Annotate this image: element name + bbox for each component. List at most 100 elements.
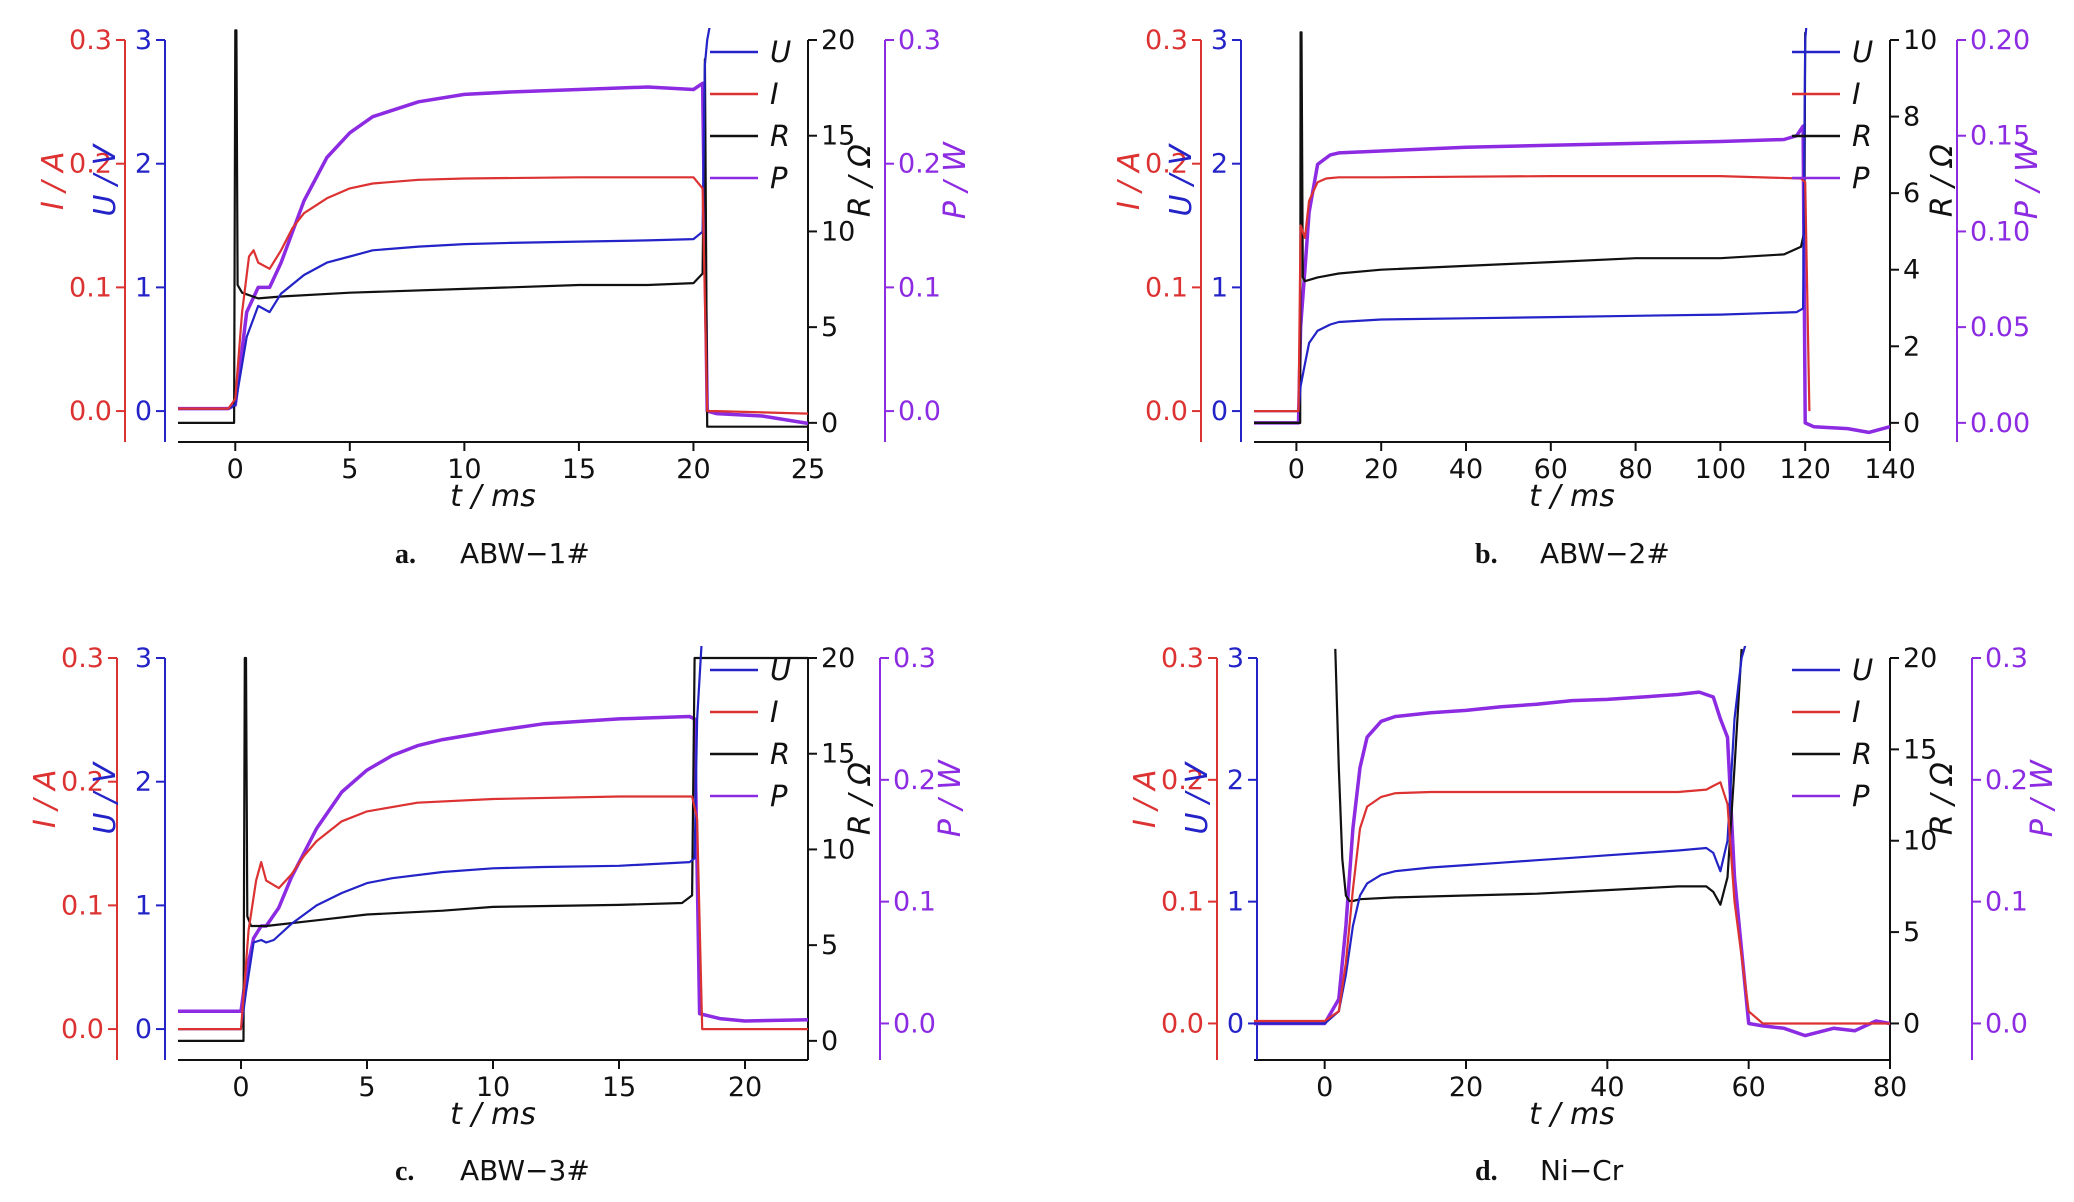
p-tick-label: 0.15	[1970, 121, 2030, 152]
r-axis-label: R / Ω	[843, 144, 878, 217]
legend-label-i: I	[1852, 695, 1861, 729]
u-tick-label: 1	[135, 890, 152, 921]
legend-label-i: I	[770, 695, 779, 729]
r-tick-label: 4	[1903, 255, 1920, 286]
p-tick-label: 0.20	[1970, 25, 2030, 56]
i-axis: 0.0 0.1 0.2 0.3 I / A	[1128, 643, 1218, 1060]
series-line-u	[178, 28, 711, 410]
u-tick-label: 1	[135, 272, 152, 303]
u-axis: 0 1 2 3 U / V	[88, 643, 166, 1060]
x-tick-label: 15	[602, 1072, 636, 1103]
u-tick-label: 1	[1227, 887, 1244, 918]
p-axis-label: P / W	[2010, 141, 2045, 219]
series-line-p	[1254, 690, 1890, 1038]
series-line-r	[178, 29, 808, 428]
r-tick-label: 20	[1903, 643, 1937, 674]
p-tick-label: 0.10	[1970, 216, 2030, 247]
x-tick-label: 10	[476, 1072, 510, 1103]
i-axis: 0.0 0.1 0.2 0.3 I / A	[1112, 25, 1202, 442]
x-tick-label: 5	[358, 1072, 375, 1103]
i-tick-label: 0.0	[61, 1014, 104, 1045]
i-tick-label: 0.2	[1145, 149, 1188, 180]
i-tick-label: 0.1	[61, 890, 104, 921]
x-tick-label: 10	[447, 454, 481, 485]
x-tick-label: 20	[728, 1072, 762, 1103]
r-tick-label: 0	[1903, 1008, 1920, 1039]
x-axis-label: t / ms	[1529, 479, 1615, 514]
x-tick-label: 80	[1873, 1072, 1907, 1103]
i-tick-label: 0.1	[69, 272, 112, 303]
caption-text: ABW−3#	[460, 1154, 590, 1187]
caption: a. ABW−1#	[395, 537, 590, 570]
legend-label-r: R	[770, 119, 790, 153]
u-tick-label: 2	[1227, 765, 1244, 796]
p-axis: 0.0 0.1 0.2 0.3 P / W	[1971, 643, 2060, 1060]
legend-label-u: U	[770, 35, 791, 69]
legend-label-u: U	[1852, 653, 1873, 687]
u-tick-label: 0	[1227, 1008, 1244, 1039]
series-group	[1254, 28, 1890, 435]
caption: b. ABW−2#	[1475, 537, 1670, 570]
legend-label-p: P	[770, 779, 788, 813]
legend-label-r: R	[1852, 737, 1872, 771]
i-tick-label: 0.1	[1145, 272, 1188, 303]
p-tick-label: 0.00	[1970, 408, 2030, 439]
x-tick-label: 0	[227, 454, 244, 485]
u-axis: 0 1 2 3 U / V	[1180, 643, 1258, 1060]
r-axis-label: R / Ω	[1925, 762, 1960, 835]
u-tick-label: 0	[1211, 396, 1228, 427]
p-tick-label: 0.3	[898, 25, 941, 56]
x-tick-label: 40	[1449, 454, 1483, 485]
u-tick-label: 3	[1211, 25, 1228, 56]
p-axis-label: P / W	[2025, 759, 2060, 837]
p-axis: 0.0 0.1 0.2 0.3 P / W	[884, 25, 973, 442]
p-tick-label: 0.1	[898, 272, 941, 303]
r-tick-label: 2	[1903, 331, 1920, 362]
p-tick-label: 0.1	[1985, 887, 2028, 918]
caption-text: Ni−Cr	[1540, 1154, 1624, 1187]
x-tick-label: 0	[1316, 1072, 1333, 1103]
r-axis: 0 5 10 15 20 R / Ω	[1889, 643, 1960, 1060]
u-axis-label: U / V	[88, 142, 123, 216]
legend-label-r: R	[770, 737, 790, 771]
series-group	[1254, 646, 1890, 1038]
p-axis-label: P / W	[938, 141, 973, 219]
p-tick-label: 0.0	[1985, 1008, 2028, 1039]
r-axis: 0 5 10 15 20 R / Ω	[807, 25, 878, 442]
i-tick-label: 0.2	[61, 767, 104, 798]
u-tick-label: 0	[135, 396, 152, 427]
caption: d. Ni−Cr	[1475, 1154, 1624, 1187]
u-tick-label: 3	[1227, 643, 1244, 674]
series-line-u	[1254, 646, 1747, 1025]
caption-letter: d.	[1475, 1156, 1498, 1187]
legend-label-u: U	[1852, 35, 1873, 69]
i-tick-label: 0.3	[1161, 643, 1204, 674]
r-tick-label: 0	[821, 1026, 838, 1057]
r-tick-label: 5	[821, 312, 838, 343]
i-tick-label: 0.3	[61, 643, 104, 674]
x-axis-label: t / ms	[450, 1097, 536, 1132]
r-tick-label: 0	[821, 408, 838, 439]
caption-letter: a.	[395, 539, 416, 570]
caption-text: ABW−1#	[460, 537, 590, 570]
caption-text: ABW−2#	[1540, 537, 1670, 570]
x-tick-label: 120	[1779, 454, 1831, 485]
r-tick-label: 20	[821, 643, 855, 674]
r-axis: 0 2 4 6 8 10 R / Ω	[1889, 25, 1960, 442]
r-tick-label: 10	[821, 216, 855, 247]
series-group	[178, 646, 808, 1043]
x-tick-label: 140	[1864, 454, 1916, 485]
x-tick-label: 20	[1364, 454, 1398, 485]
caption: c. ABW−3#	[395, 1154, 590, 1187]
x-tick-label: 60	[1534, 454, 1568, 485]
series-line-r	[1334, 648, 1743, 906]
i-tick-label: 0.3	[1145, 25, 1188, 56]
u-axis: 0 1 2 3 U / V	[88, 25, 166, 442]
p-tick-label: 0.2	[1985, 765, 2028, 796]
series-line-p	[178, 81, 808, 426]
legend-label-p: P	[1852, 779, 1870, 813]
x-tick-label: 20	[676, 454, 710, 485]
